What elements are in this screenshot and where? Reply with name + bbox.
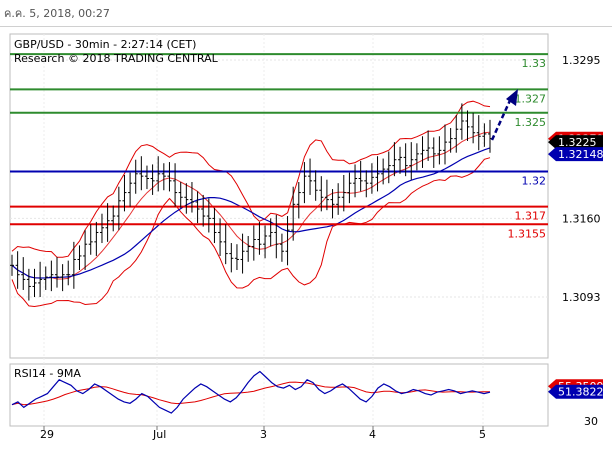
- main-panel-frame: [9, 33, 549, 359]
- level-label-resistance: 1.33: [522, 57, 547, 70]
- time-axis-label: 5: [479, 428, 486, 441]
- level-label-support: 1.3155: [508, 227, 547, 240]
- forecast-arrow-head: [506, 89, 518, 106]
- bollinger-bands: [11, 100, 491, 308]
- price-axis-label: 1.3295: [562, 54, 601, 67]
- price-tag-label: 1.32148: [558, 148, 604, 161]
- price-tag-pivot: [548, 147, 603, 162]
- datetime-bar: ค.ค. 5, 2018, 00:27: [0, 0, 612, 27]
- rsi-axis-label: 30: [584, 415, 598, 428]
- support-resistance-levels: 1.33 1.327 1.325 1.32 1.317 1.3155: [10, 53, 548, 240]
- rsi-series: [11, 370, 491, 414]
- axis-labels: 1.3295 1.3160 1.3093 29 Jul 3 4 5 30: [40, 54, 601, 441]
- grid-layer: [10, 34, 548, 430]
- forecast-arrow-line: [490, 95, 514, 141]
- level-label-pivot: 1.32: [522, 174, 547, 187]
- rsi-ma-line: [11, 381, 490, 406]
- datetime-label: ค.ค. 5, 2018, 00:27: [4, 7, 110, 20]
- rsi-title: RSI14 - 9MA: [14, 367, 81, 380]
- forecast-arrow: [490, 89, 518, 141]
- bollinger-upper: [11, 100, 491, 258]
- time-axis-label: 4: [369, 428, 376, 441]
- moving-average: [11, 147, 491, 279]
- rsi-line: [11, 370, 491, 414]
- chart-title: GBP/USD - 30min - 2:27:14 (CET): [14, 38, 196, 51]
- time-axis-label: Jul: [152, 428, 166, 441]
- rsi-panel-frame: [9, 363, 549, 427]
- chart-subtitle: Research © 2018 TRADING CENTRAL: [14, 52, 219, 65]
- time-axis-label: 3: [260, 428, 267, 441]
- time-axis-label: 29: [40, 428, 54, 441]
- rsi-value-tag: [548, 384, 603, 399]
- level-label-resistance: 1.327: [515, 92, 547, 105]
- price-series: [10, 103, 492, 301]
- level-label-support: 1.317: [515, 210, 547, 223]
- bollinger-lower: [11, 157, 491, 308]
- bollinger-middle: [11, 131, 491, 280]
- price-axis-label: 1.3160: [562, 212, 601, 225]
- price-tag-label: 1.3225: [558, 136, 597, 149]
- rsi-value-label: 51.3822: [558, 386, 604, 399]
- price-axis-label: 1.3093: [562, 291, 601, 304]
- level-label-resistance: 1.325: [515, 116, 547, 129]
- price-tag-price: [548, 135, 603, 150]
